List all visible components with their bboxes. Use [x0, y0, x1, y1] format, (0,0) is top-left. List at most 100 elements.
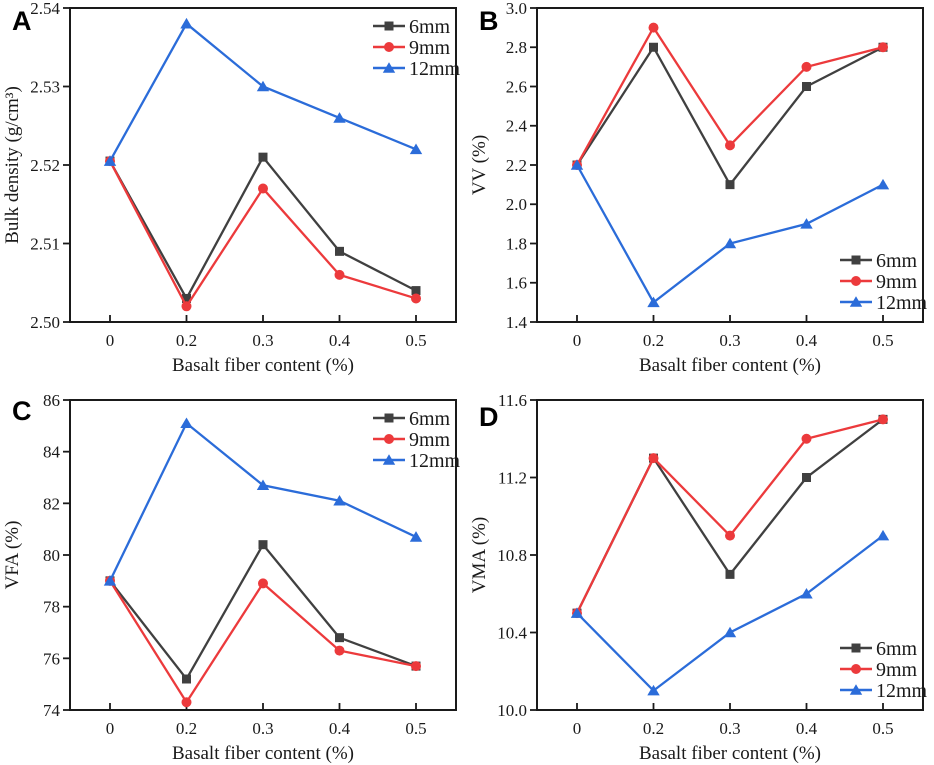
panel-label-c: C [12, 396, 32, 426]
y-tick-label: 2.50 [30, 313, 60, 332]
plot-box [536, 399, 924, 711]
square-marker [802, 82, 811, 91]
y-axis: 1.4 1.6 1.8 2.0 2.2 2.4 2.6 2.8 3.0 [506, 0, 537, 332]
circle-marker [181, 301, 192, 312]
y-tick-label: 2.53 [30, 77, 60, 96]
circle-marker [878, 42, 888, 53]
x-tick-label: 0.2 [643, 719, 664, 738]
square-marker [411, 286, 421, 296]
square-marker [182, 674, 191, 684]
circle-marker [801, 61, 812, 72]
triangle-marker [409, 143, 423, 155]
legend-square-marker [851, 255, 861, 265]
x-tick-label: 0 [106, 331, 115, 350]
triangle-marker [409, 531, 423, 542]
square-marker [335, 633, 344, 643]
x-axis-title: Basalt fiber content (%) [639, 743, 821, 764]
legend-label: 6mm [409, 16, 451, 38]
y-tick-label: 2.6 [506, 77, 527, 96]
x-tick-label: 0.2 [176, 331, 197, 350]
legend-label: 6mm [409, 408, 451, 430]
y-tick-label: 10.0 [497, 701, 527, 720]
y-tick-label: 84 [43, 443, 61, 462]
y-tick-label: 10.8 [497, 546, 527, 565]
panel-label-a: A [12, 6, 32, 36]
circle-marker [648, 453, 659, 464]
y-tick-label: 2.4 [506, 117, 528, 136]
x-tick-label: 0.5 [872, 331, 893, 350]
legend-label: 6mm [876, 638, 918, 660]
legend-circle-marker [384, 434, 394, 444]
y-axis: 2.50 2.51 2.52 2.53 2.54 [30, 0, 70, 332]
series-6mm [572, 414, 888, 618]
square-marker [649, 42, 658, 52]
x-tick-label: 0 [106, 719, 115, 738]
y-tick-label: 2.52 [30, 156, 60, 175]
x-tick-label: 0.3 [719, 331, 740, 350]
triangle-marker [723, 626, 737, 638]
series-12mm [570, 529, 890, 696]
x-tick-label: 0.5 [405, 331, 426, 350]
panel-c-vfa-chart: 74 76 78 80 82 84 86 0 0.2 0.3 0.4 0.5 Basalt fiber … [0, 383, 467, 765]
triangle-marker [800, 587, 813, 599]
plot-box [69, 7, 457, 323]
triangle-marker [256, 80, 270, 92]
legend-label: 12mm [409, 58, 461, 80]
circle-marker [648, 22, 659, 33]
x-axis: 0 0.2 0.3 0.4 0.5 [106, 315, 427, 350]
chart-canvas-D: 10.0 10.4 10.8 11.2 11.6 0 0.2 0.3 0.4 0.5 Basalt … [469, 391, 928, 764]
panel-a-bulk-density-chart: 2.50 2.51 2.52 2.53 2.54 0 0.2 0.3 0.4 0.5 Basalt … [0, 0, 467, 382]
circle-marker [334, 269, 345, 280]
triangle-marker [647, 684, 660, 696]
y-axis-title: Bulk density (g/cm³) [2, 86, 23, 244]
y-tick-label: 78 [43, 598, 60, 617]
x-tick-label: 0.4 [796, 331, 818, 350]
series-9mm [105, 575, 421, 708]
legend-square-marker [851, 643, 861, 653]
y-tick-label: 3.0 [506, 0, 527, 18]
x-tick-label: 0.5 [405, 719, 426, 738]
legend-triangle-marker [849, 684, 863, 695]
plot-box [536, 7, 924, 323]
x-tick-label: 0.5 [872, 719, 893, 738]
x-axis-title: Basalt fiber content (%) [172, 355, 354, 376]
circle-marker [801, 433, 812, 444]
panel-label-d: D [479, 402, 499, 432]
y-tick-label: 2.8 [506, 38, 527, 57]
series-9mm [105, 156, 421, 312]
legend-triangle-marker [382, 454, 396, 465]
series-6mm [105, 152, 421, 303]
panel-b-vv-chart: 1.4 1.6 1.8 2.0 2.2 2.4 2.6 2.8 3.0 0 0.2 0.3 0.4 0.5… [467, 0, 934, 382]
square-marker [802, 473, 811, 482]
x-axis-title: Basalt fiber content (%) [639, 355, 821, 376]
x-tick-label: 0.2 [643, 331, 664, 350]
legend-circle-marker [851, 664, 861, 674]
square-marker [725, 569, 735, 579]
legend-label: 9mm [409, 429, 451, 451]
chart-canvas-B: 1.4 1.6 1.8 2.0 2.2 2.4 2.6 2.8 3.0 0 0.2 0.3 0.4 0.5… [469, 0, 928, 376]
series-6mm [572, 42, 888, 190]
y-tick-label: 1.6 [506, 274, 527, 293]
series-line [108, 155, 417, 301]
y-tick-label: 86 [43, 391, 60, 410]
circle-marker [334, 645, 345, 656]
y-tick-label: 1.8 [506, 234, 527, 253]
legend-square-marker [384, 413, 394, 423]
circle-marker [725, 140, 735, 151]
y-tick-label: 10.4 [497, 623, 527, 642]
x-tick-label: 0 [573, 331, 582, 350]
chart-canvas-C: 74 76 78 80 82 84 86 0 0.2 0.3 0.4 0.5 Basalt fiber … [2, 391, 461, 764]
series-12mm [103, 17, 423, 166]
triangle-marker [180, 417, 193, 429]
triangle-marker [570, 159, 584, 170]
panel-d-vma-chart: 10.0 10.4 10.8 11.2 11.6 0 0.2 0.3 0.4 0.5 Basalt … [467, 383, 934, 765]
y-axis-title: VV (%) [469, 135, 490, 195]
triangle-marker [103, 575, 117, 586]
y-tick-label: 74 [43, 701, 61, 720]
legend-label: 12mm [409, 450, 461, 472]
triangle-marker [103, 155, 117, 166]
